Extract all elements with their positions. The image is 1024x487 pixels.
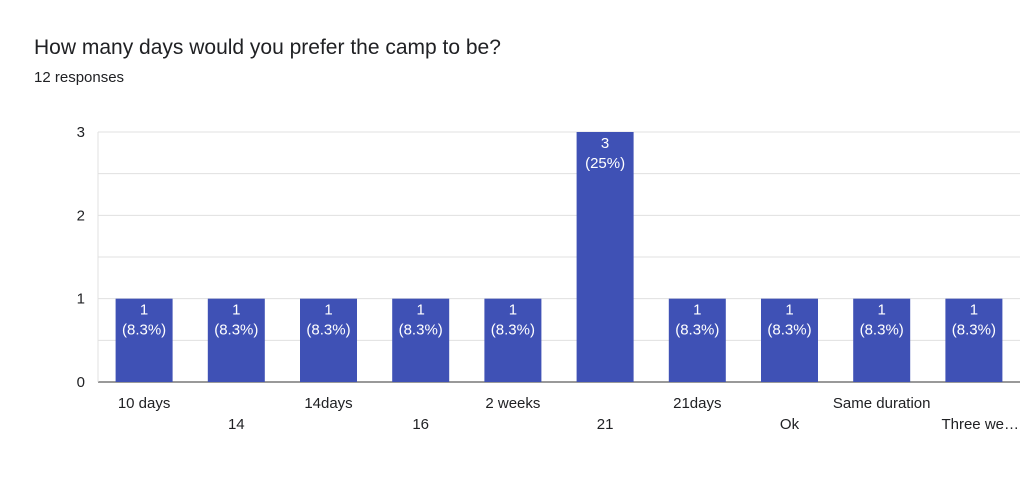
y-tick-label: 3 [77,124,85,141]
bar-percent-label: (8.3%) [675,322,719,339]
bar-value-label: 1 [509,302,517,319]
bar-value-label: 1 [324,302,332,319]
bar [115,298,173,382]
x-category-label: 10 days [118,395,171,412]
bar-percent-label: (8.3%) [122,322,166,339]
bar [945,298,1003,382]
bar-percent-label: (8.3%) [491,322,535,339]
bar-value-label: 1 [970,302,978,319]
y-axis-ticks: 0 1 2 3 [77,124,85,391]
x-category-label: 21 [597,416,614,433]
bar-percent-label: (8.3%) [306,322,350,339]
bar [668,298,726,382]
y-tick-label: 1 [77,291,85,308]
bar [392,298,450,382]
bar [761,298,818,382]
bar [853,298,911,382]
x-axis-labels: 10 days 14 14days 16 2 weeks 21 21days Ok Same d… [118,395,1019,433]
bar-value-label: 1 [878,302,886,319]
bar-percent-label: (8.3%) [767,322,811,339]
bar [576,132,634,382]
y-tick-label: 2 [77,207,85,224]
bar-value-label: 3 [601,135,609,152]
x-category-label: 16 [412,416,429,433]
x-category-label: 21days [673,395,721,412]
x-category-label: Three we… [941,416,1019,433]
bar [484,298,542,382]
chart-title: How many days would you prefer the camp … [34,36,501,59]
bar [300,298,357,382]
y-tick-label: 0 [77,374,85,391]
bar-value-label: 1 [140,302,148,319]
bar [207,298,265,382]
bar-percent-label: (25%) [585,155,625,172]
bar-percent-label: (8.3%) [399,322,443,339]
bar-value-label: 1 [232,302,240,319]
bar-percent-label: (8.3%) [860,322,904,339]
response-count: 12 responses [34,69,125,86]
x-category-label: Same duration [833,395,931,412]
x-category-label: 2 weeks [485,395,540,412]
bar-value-label: 1 [785,302,793,319]
x-category-label: 14days [304,395,352,412]
bar-percent-label: (8.3%) [952,322,996,339]
bar-value-label: 1 [417,302,425,319]
bar-percent-label: (8.3%) [214,322,258,339]
x-category-label: 14 [228,416,245,433]
bars: 1 (8.3%) 1 (8.3%) 1 (8.3%) 1 (8.3%) 1 (8.3%) 3 (25%… [115,132,1003,382]
x-category-label: Ok [780,416,800,433]
bar-value-label: 1 [693,302,701,319]
